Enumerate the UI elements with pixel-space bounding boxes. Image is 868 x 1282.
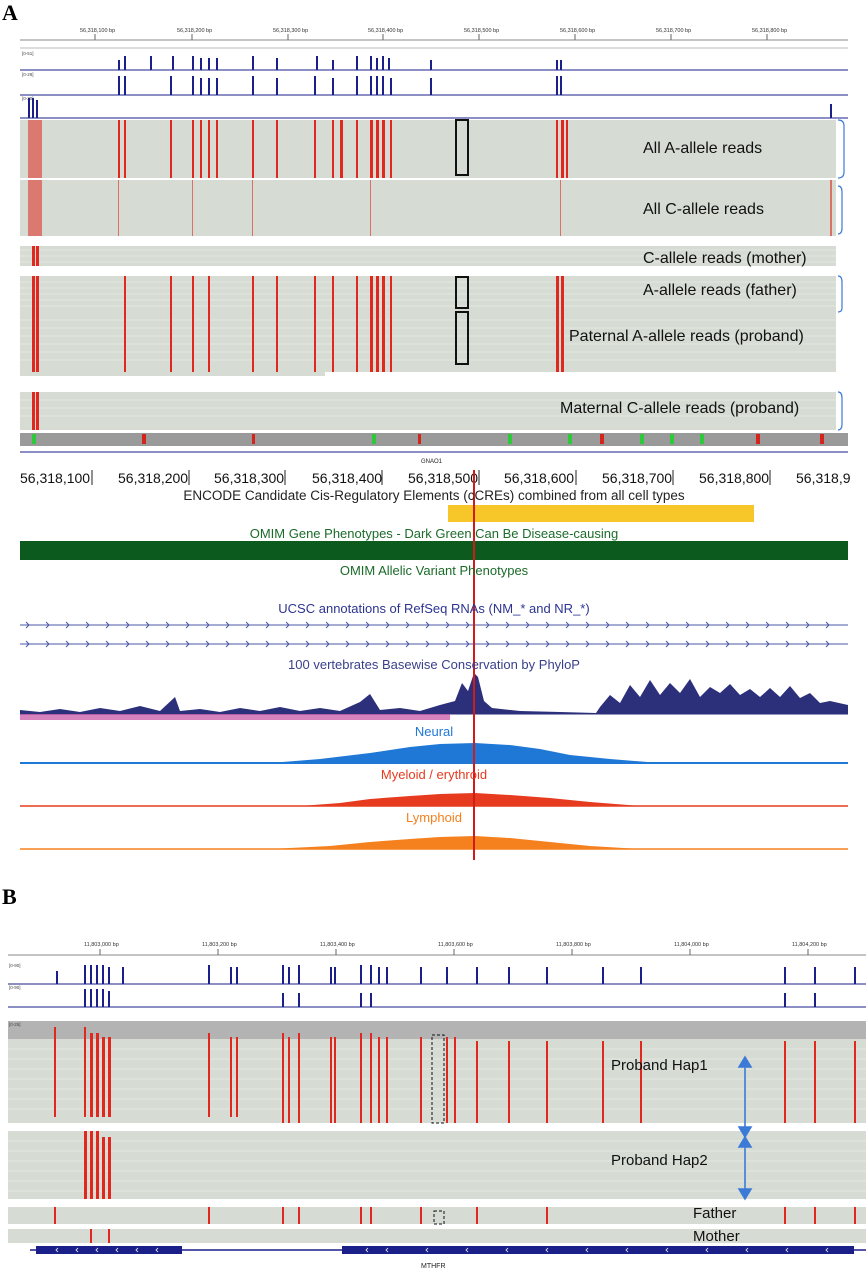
ucsc-panel: 56,318,100 56,318,200 56,318,300 56,318,… — [0, 465, 868, 865]
ruler-b: 11,803,000 bp 11,803,200 bp 11,803,400 b… — [84, 942, 827, 955]
ruler-tick: 56,318,300 bp — [273, 28, 308, 34]
coverage-tracks-b: [0-90] [0-90] — [8, 963, 866, 1008]
gene-name: MTHFR — [421, 1263, 446, 1270]
ruler-tick: 11,803,400 bp — [320, 942, 355, 948]
myeloid-track — [20, 793, 848, 807]
reads-b: [0-25] — [8, 1021, 866, 1243]
browser-ruler-tick: 56,318,600 — [504, 470, 574, 486]
encode-track-title: ENCODE Candidate Cis-Regulatory Elements… — [183, 488, 685, 503]
browser-ruler-tick: 56,318,800 — [699, 470, 769, 486]
refseq-track-title: UCSC annotations of RefSeq RNAs (NM_* an… — [278, 601, 590, 616]
browser-ruler-tick: 56,318,700 — [602, 470, 672, 486]
group-label: All A-allele reads — [643, 140, 763, 157]
ruler-tick: 11,803,800 bp — [556, 942, 591, 948]
group-label: Father — [693, 1205, 737, 1222]
refseq-tracks — [20, 621, 848, 648]
phylop-track — [20, 673, 848, 720]
group-label: All C-allele reads — [643, 201, 764, 218]
browser-ruler-tick: 56,318,500 — [408, 470, 478, 486]
reads-a — [20, 119, 845, 431]
igv-view-a: 56,318,100 bp 56,318,200 bp 56,318,300 b… — [20, 28, 848, 465]
ruler-tick: 11,803,000 bp — [84, 942, 119, 948]
group-label: Proband Hap1 — [611, 1057, 708, 1074]
neural-track-title: Neural — [414, 724, 454, 739]
ruler-tick: 56,318,700 bp — [656, 28, 691, 34]
lymphoid-track — [20, 836, 848, 850]
group-label: A-allele reads (father) — [643, 282, 797, 299]
group-label: Maternal C-allele reads (proband) — [560, 400, 800, 417]
coverage-range: [0-90] — [9, 963, 21, 968]
encode-ccre-bar — [448, 505, 754, 522]
omim-gene-bar — [20, 541, 848, 560]
coverage-range: [0-25] — [9, 1022, 21, 1027]
lymphoid-track-title: Lymphoid — [406, 810, 462, 825]
browser-ruler-tick: 56,318,300 — [214, 470, 284, 486]
browser-ruler-tick: 56,318,200 — [118, 470, 188, 486]
ucsc-view: 56,318,100 56,318,200 56,318,300 56,318,… — [20, 470, 851, 860]
group-label: Mother — [693, 1228, 740, 1245]
ruler-tick: 11,804,000 bp — [674, 942, 709, 948]
coverage-range: [0-51] — [22, 51, 34, 56]
coverage-range: [0-90] — [9, 985, 21, 990]
phylop-track-title: 100 vertebrates Basewise Conservation by… — [288, 657, 580, 672]
ruler-a: 56,318,100 bp 56,318,200 bp 56,318,300 b… — [80, 28, 787, 40]
omim-allelic-track-title: OMIM Allelic Variant Phenotypes — [339, 563, 529, 578]
group-label: Paternal A-allele reads (proband) — [569, 328, 804, 345]
omim-gene-track-title: OMIM Gene Phenotypes - Dark Green Can Be… — [249, 526, 619, 541]
igv-panel-a: 56,318,100 bp 56,318,200 bp 56,318,300 b… — [20, 20, 848, 465]
ruler-tick: 11,804,200 bp — [792, 942, 827, 948]
panel-a-letter: A — [2, 0, 18, 25]
group-label: C-allele reads (mother) — [643, 250, 807, 267]
igv-view-b: 11,803,000 bp 11,803,200 bp 11,803,400 b… — [8, 942, 866, 1270]
browser-ruler-tick: 56,318,400 — [312, 470, 382, 486]
igv-panel-b: 11,803,000 bp 11,803,200 bp 11,803,400 b… — [8, 937, 866, 1277]
ruler-tick: 56,318,200 bp — [177, 28, 212, 34]
browser-ruler-tick: 56,318,100 — [20, 470, 90, 486]
ruler-tick: 56,318,400 bp — [368, 28, 403, 34]
panel-b-letter: B — [2, 884, 17, 909]
browser-ruler: 56,318,100 56,318,200 56,318,300 56,318,… — [20, 470, 851, 486]
ruler-tick: 56,318,100 bp — [80, 28, 115, 34]
browser-ruler-tick: 56,318,9 — [796, 470, 851, 486]
coverage-range: [0-20] — [22, 96, 34, 101]
group-label: Proband Hap2 — [611, 1152, 708, 1169]
coverage-range: [0-28] — [22, 72, 34, 77]
gene-name: GNAO1 — [421, 459, 443, 465]
ruler-tick: 11,803,200 bp — [202, 942, 237, 948]
coverage-tracks-a: [0-51] [0-28] [0-20] — [20, 47, 848, 119]
ruler-tick: 56,318,800 bp — [752, 28, 787, 34]
ruler-tick: 56,318,500 bp — [464, 28, 499, 34]
ruler-tick: 56,318,600 bp — [560, 28, 595, 34]
neural-track — [20, 743, 848, 764]
myeloid-track-title: Myeloid / erythroid — [380, 767, 488, 782]
gene-track-b: MTHFR — [30, 1246, 866, 1270]
ruler-tick: 11,803,600 bp — [438, 942, 473, 948]
